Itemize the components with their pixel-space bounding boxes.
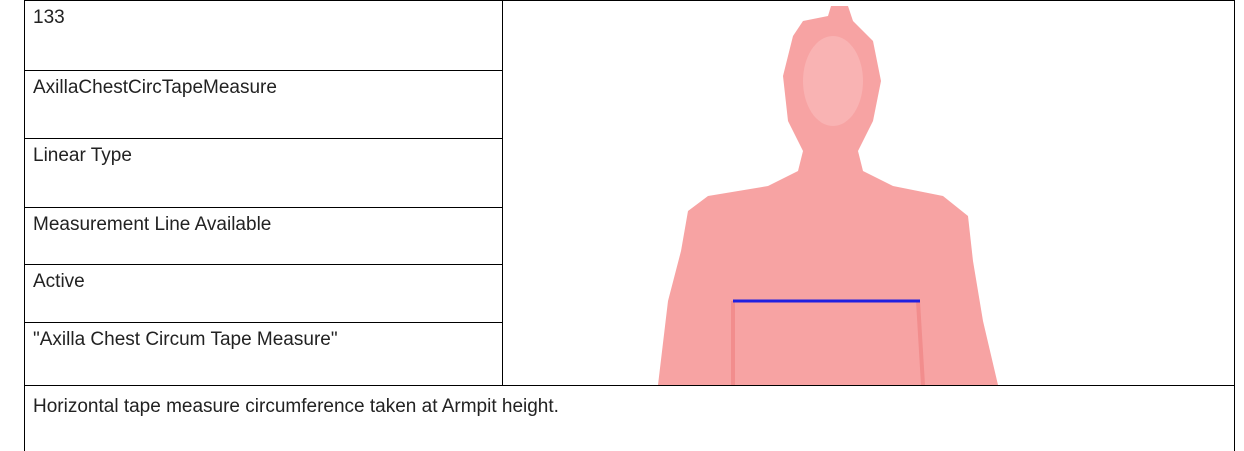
field-cell: 133 — [24, 0, 502, 70]
field-cell: AxillaChestCircTapeMeasure — [24, 70, 502, 138]
field-cell: Measurement Line Available — [24, 207, 502, 264]
field-cell: Active — [24, 264, 502, 322]
arm-shade — [731, 300, 925, 386]
field-cell: Linear Type — [24, 138, 502, 207]
body-silhouette — [658, 6, 998, 385]
figure-cell — [502, 0, 1235, 386]
description: Horizontal tape measure circumference ta… — [24, 385, 1235, 451]
face — [803, 36, 863, 126]
body-figure — [658, 6, 998, 386]
field-cell: "Axilla Chest Circum Tape Measure" — [24, 322, 502, 385]
